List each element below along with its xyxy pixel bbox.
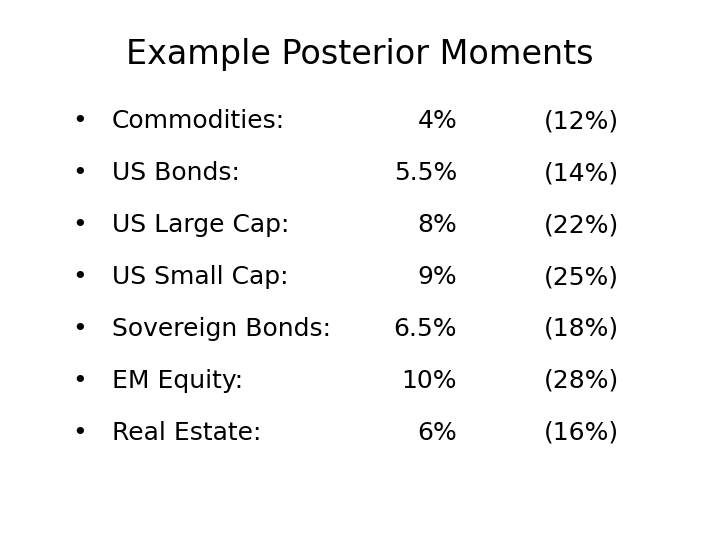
Text: Commodities:: Commodities: (112, 110, 284, 133)
Text: •: • (72, 317, 86, 341)
Text: US Small Cap:: US Small Cap: (112, 265, 288, 289)
Text: 10%: 10% (402, 369, 457, 393)
Text: (25%): (25%) (544, 265, 618, 289)
Text: (16%): (16%) (544, 421, 618, 444)
Text: (18%): (18%) (544, 317, 618, 341)
Text: •: • (72, 161, 86, 185)
Text: Sovereign Bonds:: Sovereign Bonds: (112, 317, 330, 341)
Text: 4%: 4% (418, 110, 457, 133)
Text: US Large Cap:: US Large Cap: (112, 213, 289, 237)
Text: 6.5%: 6.5% (394, 317, 457, 341)
Text: •: • (72, 369, 86, 393)
Text: (14%): (14%) (544, 161, 618, 185)
Text: EM Equity:: EM Equity: (112, 369, 243, 393)
Text: •: • (72, 421, 86, 444)
Text: US Bonds:: US Bonds: (112, 161, 240, 185)
Text: Real Estate:: Real Estate: (112, 421, 261, 444)
Text: (28%): (28%) (544, 369, 619, 393)
Text: (12%): (12%) (544, 110, 618, 133)
Text: 6%: 6% (418, 421, 457, 444)
Text: (22%): (22%) (544, 213, 619, 237)
Text: 5.5%: 5.5% (394, 161, 457, 185)
Text: 8%: 8% (418, 213, 457, 237)
Text: •: • (72, 110, 86, 133)
Text: •: • (72, 213, 86, 237)
Text: 9%: 9% (418, 265, 457, 289)
Text: •: • (72, 265, 86, 289)
Text: Example Posterior Moments: Example Posterior Moments (126, 38, 594, 71)
